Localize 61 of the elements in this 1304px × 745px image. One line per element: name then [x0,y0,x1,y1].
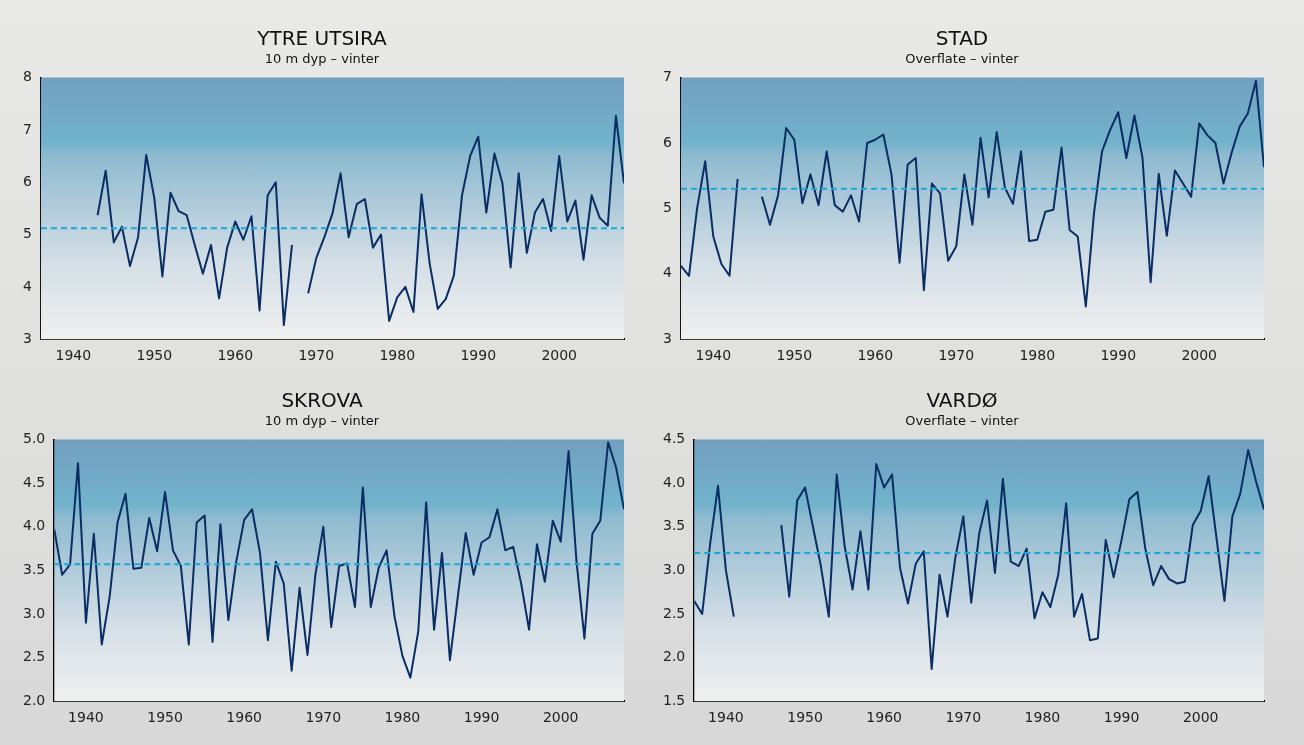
x-tick-label: 1940 [55,347,92,364]
y-tick-label: 3 [662,329,672,346]
y-tick-label: 5 [662,199,672,216]
x-tick-label: 1950 [787,709,823,726]
y-tick-label: 6 [22,172,32,189]
x-tick-label: 1960 [866,709,902,726]
y-tick-label: 6 [662,133,672,150]
y-tick-label: 2.0 [663,648,686,665]
x-tick-label: 1990 [1103,709,1140,726]
x-tick-label: 1970 [305,709,342,726]
x-tick-label: 1940 [68,709,104,726]
y-tick-label: 2.0 [23,691,46,708]
x-tick-label: 1980 [384,709,421,726]
x-tick-label: 1990 [1100,347,1137,364]
chart-subtitle: Overflate – vinter [905,413,1020,429]
x-tick-label: 1990 [460,347,497,364]
y-tick-label: 5.0 [23,430,46,447]
x-tick-label: 1970 [945,709,982,726]
y-tick-label: 4 [662,264,672,281]
y-tick-label: 8 [22,68,32,85]
y-tick-label: 4 [22,277,32,294]
x-tick-label: 2000 [541,347,578,364]
chart-subtitle: 10 m dyp – vinter [264,413,380,429]
y-tick-label: 3.5 [663,517,686,534]
x-tick-label: 1980 [379,347,416,364]
x-tick-label: 1970 [298,347,335,364]
y-tick-label: 7 [22,120,32,137]
chart-title: SKROVA [281,388,363,413]
x-tick-label: 1970 [938,347,975,364]
x-tick-label: 1960 [226,709,262,726]
x-tick-label: 1940 [708,709,744,726]
y-tick-label: 4.5 [23,473,46,490]
chart-title: VARDØ [926,388,998,413]
y-tick-label: 4.0 [23,517,46,534]
x-tick-label: 1950 [776,347,813,364]
y-tick-label: 3.0 [23,604,46,621]
y-tick-label: 3.0 [663,561,686,578]
y-tick-label: 2.5 [663,604,686,621]
chart-title: STAD [935,26,989,51]
x-tick-label: 1940 [695,347,732,364]
x-tick-label: 1960 [857,347,894,364]
x-tick-label: 2000 [1181,347,1218,364]
y-tick-label: 1.5 [663,691,686,708]
y-tick-label: 3.5 [23,561,46,578]
x-tick-label: 1980 [1024,709,1061,726]
x-tick-label: 1950 [136,347,173,364]
x-tick-label: 1950 [147,709,183,726]
y-tick-label: 4.5 [663,430,686,447]
chart-title: YTRE UTSIRA [256,26,388,51]
x-tick-label: 2000 [1182,709,1219,726]
x-tick-label: 1990 [463,709,500,726]
y-tick-label: 5 [22,225,32,242]
x-tick-label: 1960 [217,347,254,364]
y-tick-label: 3 [22,329,32,346]
chart-subtitle: 10 m dyp – vinter [264,51,380,67]
x-tick-label: 1980 [1019,347,1056,364]
y-tick-label: 2.5 [23,648,46,665]
y-tick-label: 7 [662,68,672,85]
chart-subtitle: Overflate – vinter [905,51,1020,67]
y-tick-label: 4.0 [663,473,686,490]
x-tick-label: 2000 [542,709,579,726]
